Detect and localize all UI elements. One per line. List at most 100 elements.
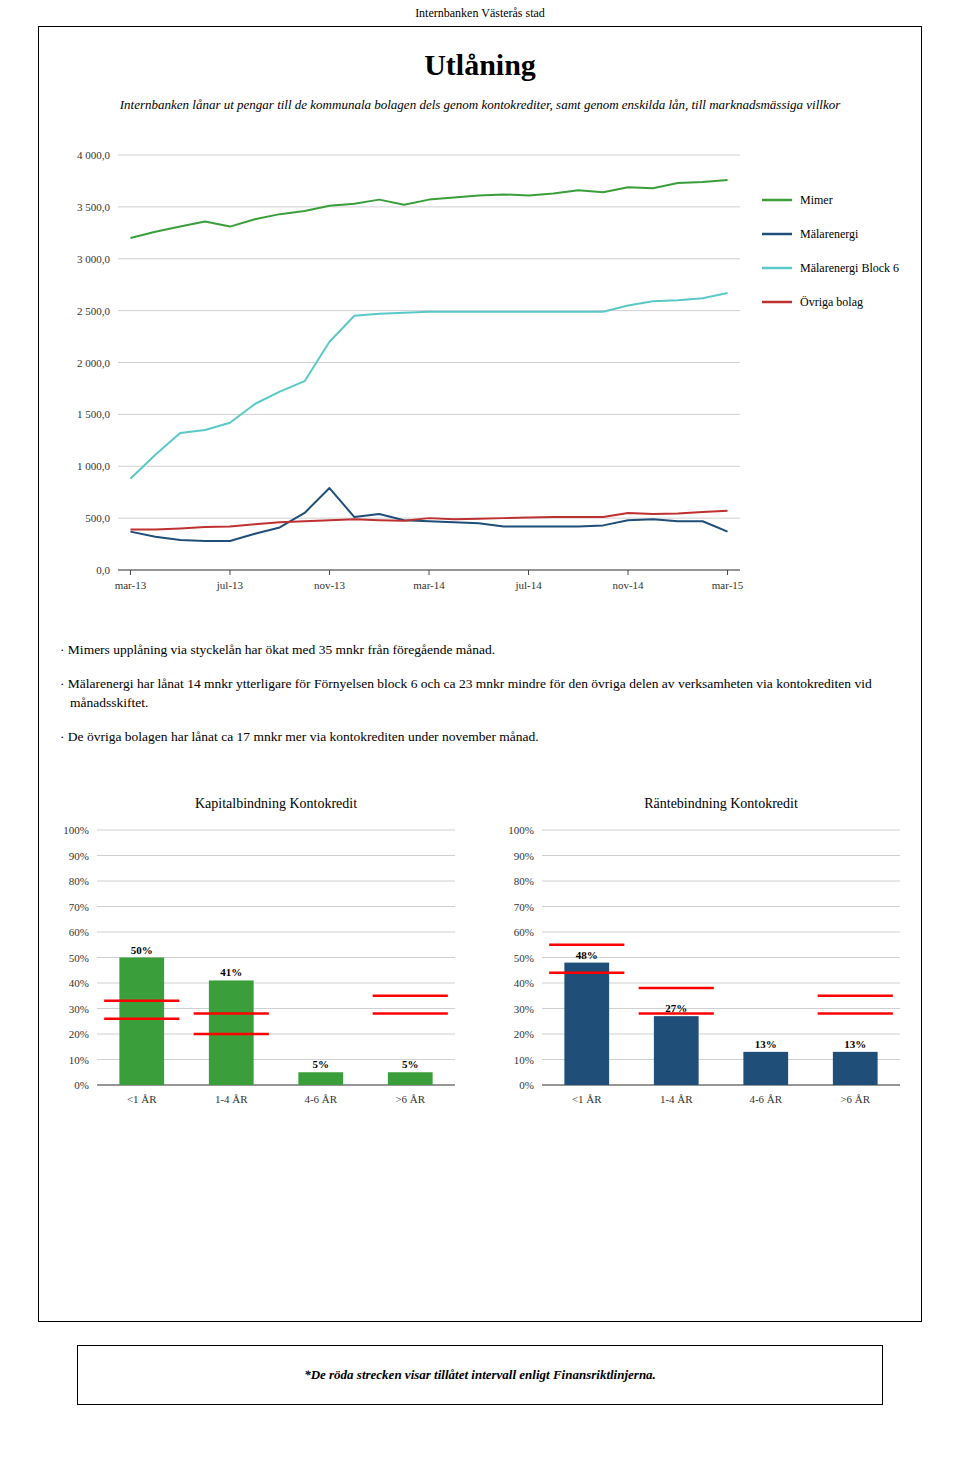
y-tick-label: 40% (514, 977, 534, 989)
grid-line (97, 906, 455, 907)
grid-line (542, 855, 900, 856)
data-label: 50% (131, 944, 153, 956)
x-tick (130, 570, 131, 575)
y-tick-label: 4 000,0 (77, 149, 111, 161)
allowed-limit-line (104, 1000, 179, 1003)
bullet-list: · Mimers upplåning via styckelån har öka… (60, 640, 900, 760)
x-tick (429, 570, 430, 575)
legend-label: Övriga bolag (800, 295, 863, 309)
y-tick-label: 60% (69, 926, 89, 938)
y-tick-label: 1 000,0 (77, 460, 111, 472)
chart-title: Räntebindning Kontokredit (644, 796, 798, 811)
y-tick-label: 3 500,0 (77, 201, 111, 213)
x-tick-label: 1-4 ÅR (215, 1093, 248, 1105)
data-label: 41% (220, 966, 242, 978)
allowed-limit-line (373, 1012, 448, 1015)
x-tick-label: <1 ÅR (572, 1093, 602, 1105)
y-tick-label: 80% (69, 875, 89, 887)
legend-swatch (762, 233, 792, 236)
grid-line (118, 362, 740, 363)
grid-line (542, 906, 900, 907)
y-tick-label: 100% (508, 824, 534, 836)
x-tick-label: mar-15 (712, 579, 744, 591)
y-tick-label: 3 000,0 (77, 253, 111, 265)
y-tick-label: 0% (74, 1079, 89, 1091)
bar (388, 1072, 433, 1085)
line-chart: 0,0500,01 000,01 500,02 000,02 500,03 00… (40, 140, 920, 610)
grid-line (118, 258, 740, 259)
series-line (130, 511, 727, 530)
allowed-limit-line (639, 987, 714, 990)
bar (119, 958, 164, 1086)
y-tick-label: 30% (69, 1003, 89, 1015)
bar (654, 1016, 699, 1085)
bar-chart: Räntebindning Kontokredit0%10%20%30%40%5… (490, 790, 920, 1125)
x-tick-label: nov-14 (612, 579, 644, 591)
plot-area (104, 958, 448, 1086)
y-tick-label: 80% (514, 875, 534, 887)
grid-line (542, 881, 900, 882)
y-tick-label: 10% (69, 1054, 89, 1066)
page-subtitle: Internbanken lånar ut pengar till de kom… (80, 96, 880, 114)
allowed-limit-line (818, 995, 893, 998)
grid-line (542, 830, 900, 831)
y-tick-label: 60% (514, 926, 534, 938)
legend-swatch (762, 301, 792, 304)
x-tick-label: jul-14 (514, 579, 542, 591)
footnote-box: *De röda strecken visar tillåtet interva… (77, 1345, 883, 1405)
grid-line (97, 855, 455, 856)
data-label: 5% (402, 1058, 419, 1070)
allowed-limit-line (194, 1033, 269, 1036)
data-label: 13% (844, 1038, 866, 1050)
data-label: 5% (313, 1058, 330, 1070)
legend-swatch (762, 199, 792, 202)
bar (743, 1052, 788, 1085)
allowed-limit-line (373, 995, 448, 998)
data-label: 13% (755, 1038, 777, 1050)
x-tick-label: mar-14 (413, 579, 445, 591)
x-tick-label: <1 ÅR (127, 1093, 157, 1105)
x-tick (528, 570, 529, 575)
grid-line (118, 466, 740, 467)
y-tick-label: 2 500,0 (77, 305, 111, 317)
x-tick (329, 570, 330, 575)
allowed-limit-line (194, 1012, 269, 1015)
x-tick (229, 570, 230, 575)
y-tick-label: 10% (514, 1054, 534, 1066)
x-tick (727, 570, 728, 575)
series-line (130, 293, 727, 479)
allowed-limit-line (104, 1017, 179, 1020)
bullet: · Mälarenergi har lånat 14 mnkr ytterlig… (60, 674, 900, 713)
y-tick-label: 50% (514, 952, 534, 964)
x-tick-label: >6 ÅR (840, 1093, 870, 1105)
allowed-limit-line (549, 972, 624, 975)
data-label: 48% (576, 949, 598, 961)
legend-swatch (762, 267, 792, 270)
grid-line (97, 881, 455, 882)
y-tick-label: 500,0 (85, 512, 110, 524)
y-tick-label: 90% (514, 850, 534, 862)
bar (209, 980, 254, 1085)
grid-line (118, 155, 740, 156)
y-tick-label: 40% (69, 977, 89, 989)
y-tick-label: 1 500,0 (77, 408, 111, 420)
bullet: · De övriga bolagen har lånat ca 17 mnkr… (60, 727, 900, 747)
x-tick-label: jul-13 (216, 579, 244, 591)
y-tick-label: 2 000,0 (77, 357, 111, 369)
grid-line (118, 414, 740, 415)
legend-label: Mälarenergi Block 6 (800, 261, 899, 275)
grid-line (97, 830, 455, 831)
page-header: Internbanken Västerås stad (0, 6, 960, 21)
y-tick-label: 70% (514, 901, 534, 913)
data-label: 27% (665, 1002, 687, 1014)
x-tick-label: 4-6 ÅR (749, 1093, 782, 1105)
y-tick-label: 20% (514, 1028, 534, 1040)
footnote: *De röda strecken visar tillåtet interva… (304, 1367, 656, 1383)
legend: MimerMälarenergiMälarenergi Block 6Övrig… (762, 193, 899, 309)
bar (298, 1072, 343, 1085)
grid-line (542, 932, 900, 933)
series-line (130, 488, 727, 541)
x-tick-label: 1-4 ÅR (660, 1093, 693, 1105)
y-tick-label: 20% (69, 1028, 89, 1040)
x-tick-label: >6 ÅR (395, 1093, 425, 1105)
